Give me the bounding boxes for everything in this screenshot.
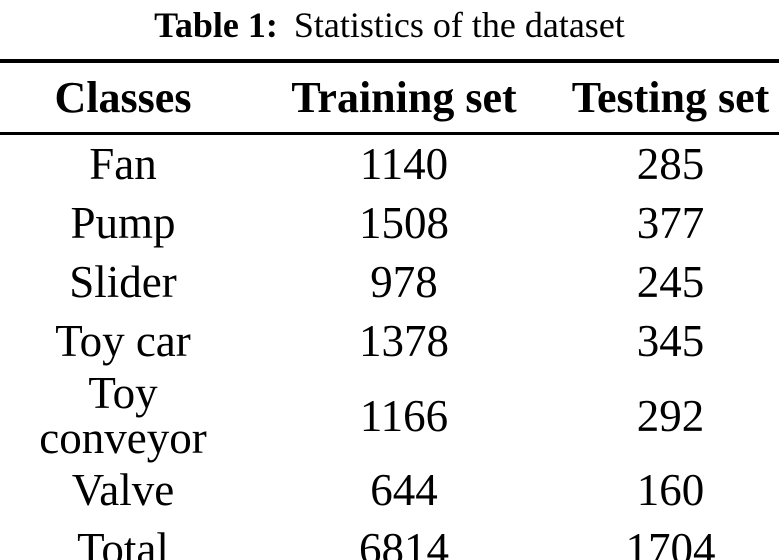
column-header-classes: Classes (0, 61, 246, 135)
table-row: Total 6814 1704 (0, 520, 779, 560)
column-header-training-set: Training set (246, 61, 562, 135)
table-row: Pump 1508 377 (0, 194, 779, 253)
header-row: Classes Training set Testing set (0, 61, 779, 135)
table-row: Toy conveyor 1166 292 (0, 371, 779, 461)
cell-testing-count: 345 (636, 316, 705, 366)
cell-training-count: 978 (370, 257, 438, 307)
caption-label: Table 1: (154, 5, 278, 45)
table-body: Fan 1140 285 Pump 1508 377 Slider 978 245 Toy car… (0, 134, 779, 560)
cell-training-count: 6814 (359, 524, 449, 560)
cell-training-count: 1166 (359, 390, 449, 441)
cell-class: Total (77, 524, 169, 560)
caption-title: Statistics of the dataset (293, 5, 625, 45)
cell-class: Toy car (55, 316, 191, 366)
table-row: Valve 644 160 (0, 461, 779, 520)
cell-class: Fan (89, 139, 157, 189)
cell-testing-count: 245 (636, 257, 705, 307)
dataset-statistics-table: Classes Training set Testing set Fan 1140… (0, 59, 779, 560)
cell-testing-count: 292 (636, 390, 705, 441)
cell-training-count: 1378 (359, 316, 449, 366)
cell-training-count: 1508 (359, 198, 449, 248)
cell-training-count: 1140 (359, 139, 449, 189)
table-row: Slider 978 245 (0, 253, 779, 312)
cell-testing-count: 377 (636, 198, 705, 248)
cell-class: Toy conveyor (39, 368, 207, 463)
cell-testing-count: 1704 (625, 524, 716, 560)
column-header-testing-set: Testing set (562, 61, 779, 135)
cell-training-count: 644 (370, 465, 438, 515)
cell-testing-count: 285 (636, 139, 705, 189)
cell-class: Pump (70, 198, 176, 248)
cell-class: Valve (71, 465, 175, 515)
cell-testing-count: 160 (636, 465, 705, 515)
cell-class: Slider (69, 257, 177, 307)
table-caption: Table 1: Statistics of the dataset (0, 0, 779, 55)
table-row: Fan 1140 285 (0, 134, 779, 195)
table-row: Toy car 1378 345 (0, 312, 779, 371)
